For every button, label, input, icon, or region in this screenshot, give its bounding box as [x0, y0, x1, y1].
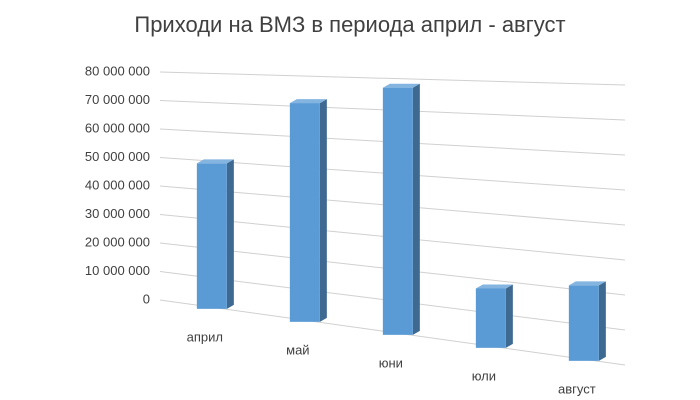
- bar-front: [196, 163, 227, 309]
- y-tick-label: 60 000 000: [85, 120, 150, 135]
- bar: [568, 281, 606, 361]
- grid-line: [159, 71, 626, 86]
- bar-side: [319, 99, 327, 322]
- x-tick-label: юни: [379, 355, 403, 370]
- bar: [382, 83, 420, 335]
- bar-side: [412, 83, 420, 335]
- bar-top: [196, 159, 234, 164]
- bar-front: [475, 288, 506, 348]
- bar: [196, 159, 234, 309]
- y-tick-label: 50 000 000: [85, 149, 150, 164]
- bar-top: [289, 99, 327, 104]
- y-tick-label: 80 000 000: [85, 63, 150, 78]
- bar: [475, 284, 513, 348]
- x-tick-label: април: [187, 329, 223, 344]
- x-tick-label: май: [286, 342, 309, 357]
- chart-title: Приходи на ВМЗ в периода април - август: [134, 12, 565, 37]
- x-tick-label: август: [558, 381, 596, 396]
- bar-front: [568, 285, 599, 361]
- bar-front: [382, 87, 413, 335]
- bar-top: [568, 281, 606, 286]
- bar: [289, 99, 327, 322]
- y-tick-label: 20 000 000: [85, 234, 150, 249]
- bar-front: [289, 103, 320, 322]
- x-tick-label: юли: [472, 368, 496, 383]
- bar-side: [226, 159, 234, 309]
- y-tick-label: 40 000 000: [85, 177, 150, 192]
- y-tick-label: 30 000 000: [85, 206, 150, 221]
- y-tick-label: 0: [143, 291, 150, 306]
- y-tick-label: 10 000 000: [85, 263, 150, 278]
- bar-top: [475, 284, 513, 289]
- bar-side: [598, 281, 606, 361]
- bar-side: [505, 284, 513, 348]
- y-tick-label: 70 000 000: [85, 92, 150, 107]
- bar-top: [382, 83, 420, 88]
